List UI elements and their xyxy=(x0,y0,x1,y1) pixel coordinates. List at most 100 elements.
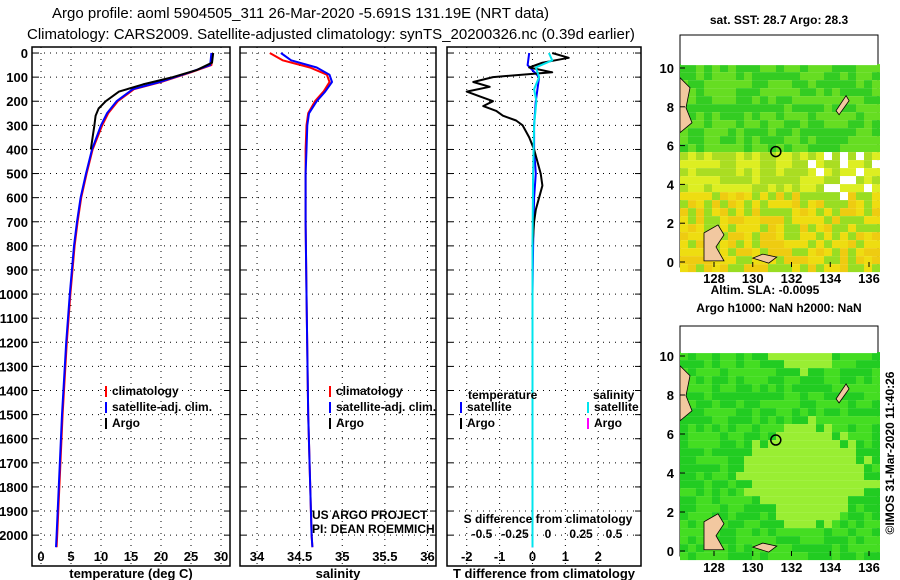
y-tick-label: 1600 xyxy=(0,432,28,447)
map-cell xyxy=(840,128,848,137)
map-cell xyxy=(840,160,848,169)
map-cell xyxy=(832,368,840,377)
map-cell xyxy=(856,64,864,73)
legend-label: Argo xyxy=(594,416,622,430)
map-cell xyxy=(792,208,800,217)
map-cell xyxy=(736,360,744,369)
map-cell xyxy=(792,464,800,473)
map-cell xyxy=(824,104,832,113)
map-cell xyxy=(832,512,840,521)
map-cell xyxy=(800,544,808,553)
map-cell xyxy=(776,400,784,409)
map-cell xyxy=(808,496,816,505)
map-cell xyxy=(832,216,840,225)
map-cell xyxy=(848,136,856,145)
map-cell xyxy=(688,504,696,513)
map-cell xyxy=(744,200,752,209)
map-cell xyxy=(720,104,728,113)
map-cell xyxy=(728,424,736,433)
map-cell xyxy=(840,512,848,521)
map-y-tick-label: 2 xyxy=(667,216,674,231)
map-cell xyxy=(776,184,784,193)
map-cell xyxy=(848,72,856,81)
map-cell xyxy=(808,248,816,257)
map-cell xyxy=(784,192,792,201)
map-cell xyxy=(808,472,816,481)
map-cell xyxy=(800,160,808,169)
map-cell xyxy=(776,472,784,481)
map-cell xyxy=(720,416,728,425)
map-cell xyxy=(840,176,848,185)
map-cell xyxy=(872,544,880,553)
map-cell xyxy=(752,136,760,145)
map-cell xyxy=(824,200,832,209)
map-cell xyxy=(752,240,760,249)
map-cell xyxy=(848,192,856,201)
map-cell xyxy=(760,536,768,545)
map-cell xyxy=(824,120,832,129)
map-cell xyxy=(752,168,760,177)
map-cell xyxy=(688,528,696,537)
map-cell xyxy=(864,160,872,169)
map-cell xyxy=(784,368,792,377)
map-cell xyxy=(736,504,744,513)
map-cell xyxy=(816,352,824,361)
map-cell xyxy=(792,552,800,561)
map-cell xyxy=(816,432,824,441)
map-cell xyxy=(792,496,800,505)
map-cell xyxy=(696,256,704,265)
map-cell xyxy=(776,368,784,377)
map-cell xyxy=(776,544,784,553)
map-cell xyxy=(808,552,816,561)
map-cell xyxy=(744,488,752,497)
map-cell xyxy=(720,424,728,433)
map-cell xyxy=(728,512,736,521)
map-cell xyxy=(744,80,752,89)
map-cell xyxy=(696,160,704,169)
map-cell xyxy=(688,248,696,257)
map-cell xyxy=(680,496,688,505)
map-cell xyxy=(824,504,832,513)
map-cell xyxy=(720,440,728,449)
map-cell xyxy=(688,472,696,481)
y-tick-label: 2000 xyxy=(0,528,28,543)
map-cell xyxy=(864,504,872,513)
map-cell xyxy=(864,400,872,409)
map-cell xyxy=(752,208,760,217)
map-cell xyxy=(824,232,832,241)
map-cell xyxy=(704,552,712,561)
map-cell xyxy=(696,408,704,417)
map-cell xyxy=(728,72,736,81)
map-cell xyxy=(808,128,816,137)
map-cell xyxy=(848,496,856,505)
map-cell xyxy=(800,72,808,81)
map-cell xyxy=(856,456,864,465)
map-cell xyxy=(680,528,688,537)
map-cell xyxy=(856,520,864,529)
x-axis-label: salinity xyxy=(316,566,362,580)
map-cell xyxy=(744,96,752,105)
map-cell xyxy=(792,264,800,273)
map-cell xyxy=(856,464,864,473)
map-cell xyxy=(840,440,848,449)
map-cell xyxy=(856,152,864,161)
map-cell xyxy=(688,456,696,465)
map-cell xyxy=(736,424,744,433)
map-cell xyxy=(856,176,864,185)
map-cell xyxy=(824,496,832,505)
map-cell xyxy=(808,440,816,449)
map-cell xyxy=(736,552,744,561)
map-cell xyxy=(872,264,880,273)
map-cell xyxy=(768,480,776,489)
map-cell xyxy=(808,208,816,217)
map-cell xyxy=(720,264,728,273)
map-cell xyxy=(744,168,752,177)
map-cell xyxy=(808,184,816,193)
map-cell xyxy=(832,536,840,545)
map-cell xyxy=(752,88,760,97)
map-cell xyxy=(816,512,824,521)
map-cell xyxy=(784,136,792,145)
map-cell xyxy=(824,152,832,161)
map-cell xyxy=(856,352,864,361)
map-cell xyxy=(728,224,736,233)
